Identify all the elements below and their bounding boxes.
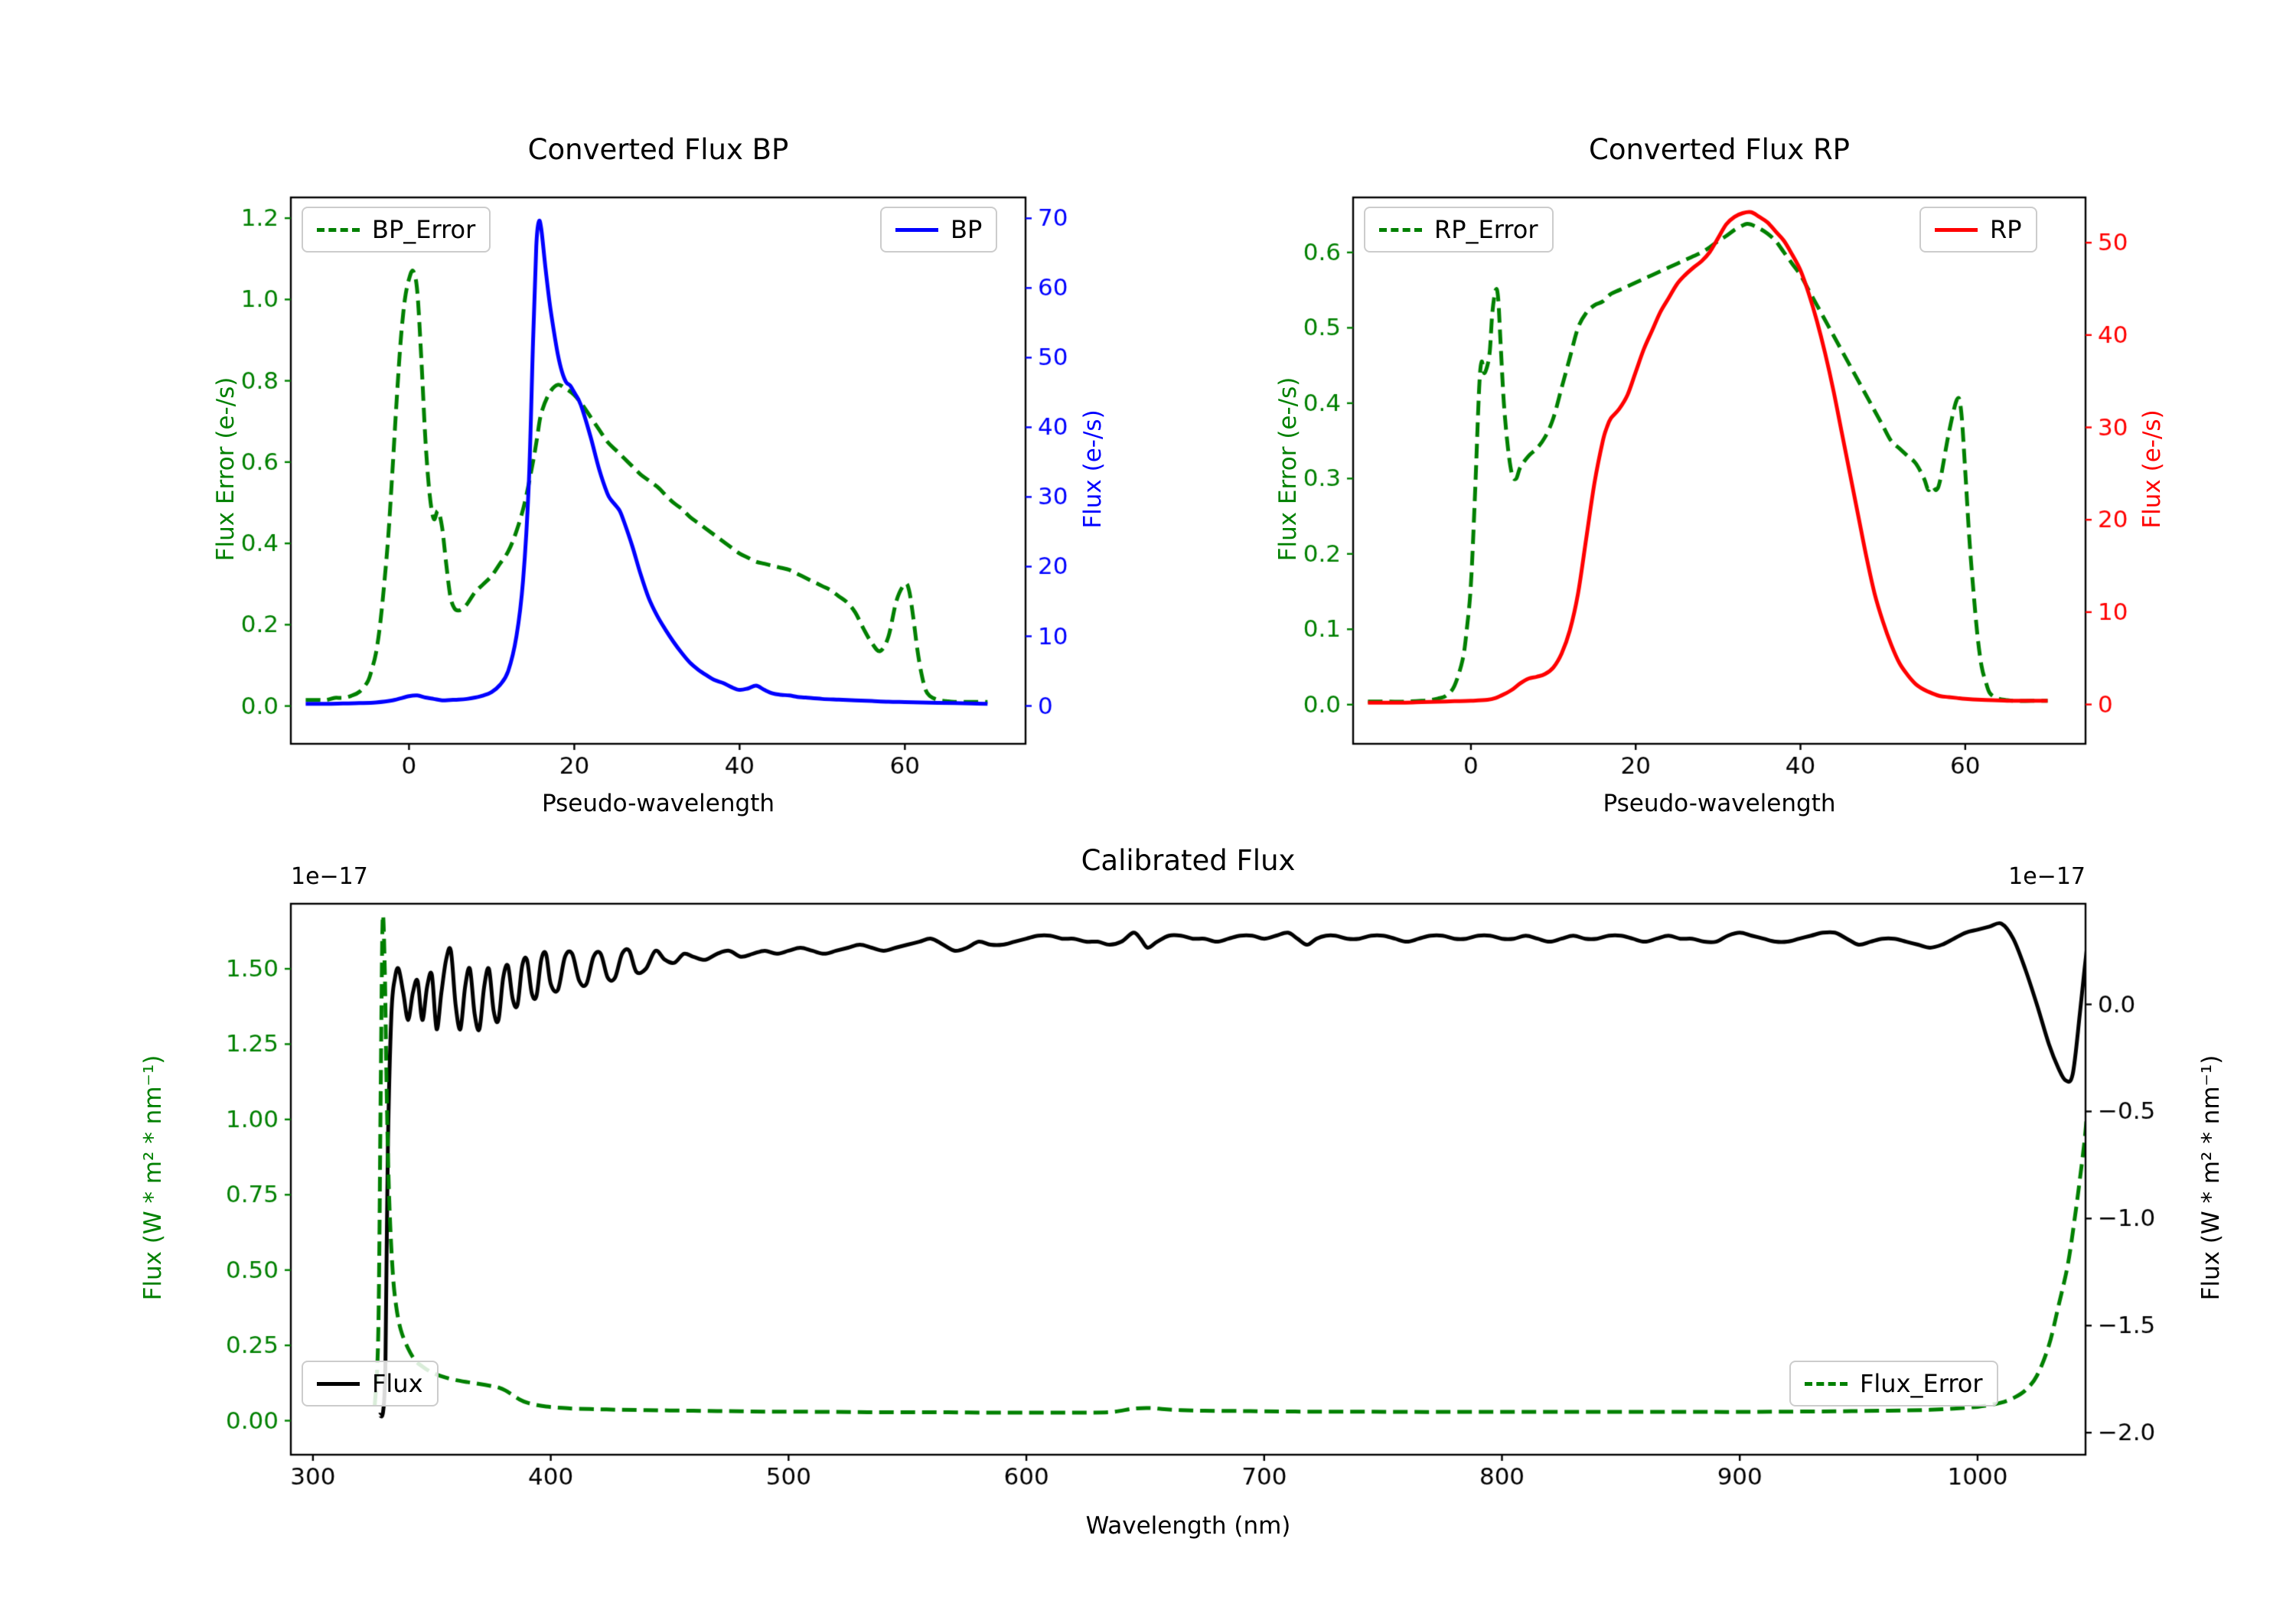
- rp-legend: RP: [1919, 207, 2037, 253]
- flux-error-legend: Flux_Error: [1789, 1361, 1998, 1407]
- dashed-line-swatch-icon: [1805, 1381, 1848, 1386]
- legend-label: BP_Error: [372, 215, 476, 244]
- legend-label: Flux_Error: [1860, 1369, 1983, 1398]
- dashed-line-swatch-icon: [1379, 227, 1422, 232]
- rp-xaxis-label: Pseudo-wavelength: [1603, 790, 1836, 817]
- calibrated-yaxis-right-label: Flux (W * m² * nm⁻¹): [2197, 1054, 2225, 1301]
- solid-line-swatch-icon: [317, 1381, 360, 1386]
- rp-error-legend: RP_Error: [1364, 207, 1554, 253]
- rp-chart-title: Converted Flux RP: [1588, 133, 1850, 166]
- solid-line-swatch-icon: [895, 227, 938, 232]
- rp-yaxis-right-label: Flux (e-/s): [2138, 409, 2166, 529]
- flux-legend: Flux: [302, 1361, 439, 1407]
- bp-error-legend: BP_Error: [302, 207, 491, 253]
- right-axis-offset-text: 1e−17: [2008, 863, 2086, 890]
- dashed-line-swatch-icon: [317, 227, 360, 232]
- calibrated-chart-title: Calibrated Flux: [1081, 844, 1296, 877]
- rp-yaxis-left-label: Flux Error (e-/s): [1274, 376, 1302, 562]
- calibrated-xaxis-label: Wavelength (nm): [1085, 1512, 1291, 1540]
- legend-label: Flux: [372, 1369, 423, 1398]
- bp-yaxis-right-label: Flux (e-/s): [1079, 409, 1107, 529]
- bp-xaxis-label: Pseudo-wavelength: [541, 790, 775, 817]
- legend-label: RP_Error: [1434, 215, 1538, 244]
- solid-line-swatch-icon: [1935, 227, 1978, 232]
- bp-legend: BP: [880, 207, 998, 253]
- bp-chart-title: Converted Flux BP: [527, 133, 789, 166]
- calibrated-yaxis-left-label: Flux (W * m² * nm⁻¹): [139, 1054, 167, 1301]
- legend-label: RP: [1990, 215, 2022, 244]
- bp-yaxis-left-label: Flux Error (e-/s): [212, 376, 240, 562]
- left-axis-offset-text: 1e−17: [291, 863, 368, 890]
- legend-label: BP: [951, 215, 983, 244]
